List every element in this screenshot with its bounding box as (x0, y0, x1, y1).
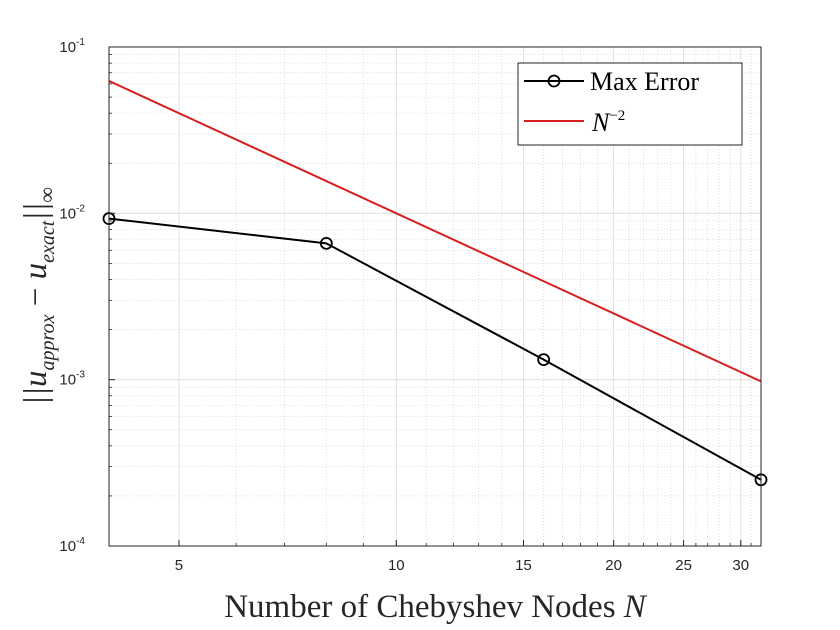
series-line-n-2 (108, 80, 762, 383)
y-tick-label-base: 10 (59, 39, 76, 56)
legend-box (517, 62, 743, 146)
y-tick-label-exponent: -2 (76, 203, 85, 214)
x-tick-label: 30 (732, 557, 749, 574)
x-tick-label: 25 (675, 557, 692, 574)
y-tick-label-exponent: -1 (76, 37, 85, 48)
y-axis-label: ||uapprox − uexact||∞ (18, 187, 59, 405)
y-tick-label-exponent: -3 (76, 370, 85, 381)
legend-marker-max-error (547, 74, 561, 88)
y-tick-label-base: 10 (59, 205, 76, 222)
legend-label-max-error: Max Error (590, 67, 699, 96)
y-tick-label-base: 10 (59, 372, 76, 389)
legend-label-n-power-exp: −2 (609, 108, 625, 124)
x-axis-label-text: Number of Chebyshev Nodes (224, 589, 624, 625)
plot-area-frame (108, 46, 762, 547)
x-tick-label: 15 (515, 557, 532, 574)
legend: Max Error N−2 (517, 62, 743, 146)
legend-label-n-power: N−2 (591, 108, 625, 137)
x-axis-label: Number of Chebyshev Nodes N (224, 589, 648, 625)
y-tick-label-exponent: -4 (76, 536, 85, 547)
data-point-max-error (537, 353, 551, 367)
y-tick-label: 10-2 (59, 203, 85, 222)
x-tick-label: 20 (605, 557, 622, 574)
x-tick-label: 10 (388, 557, 405, 574)
y-tick-label: 10-4 (59, 536, 85, 555)
y-axis-label-math: ||uapprox − uexact||∞ (18, 187, 59, 405)
series-line-max-error (108, 217, 762, 481)
x-tick-label: 5 (175, 557, 183, 574)
series-layer (102, 80, 768, 487)
x-tick-labels: 5 10 15 20 25 30 (175, 557, 749, 574)
y-tick-label: 10-1 (59, 37, 85, 56)
data-point-max-error (319, 236, 333, 250)
x-axis-label-variable: N (623, 589, 648, 625)
tick-marks (108, 46, 762, 547)
legend-label-n-power-base: N (591, 108, 611, 137)
y-tick-label-base: 10 (59, 538, 76, 555)
y-tick-label: 10-3 (59, 370, 85, 389)
y-tick-labels: 10-410-310-210-1 (59, 37, 85, 555)
